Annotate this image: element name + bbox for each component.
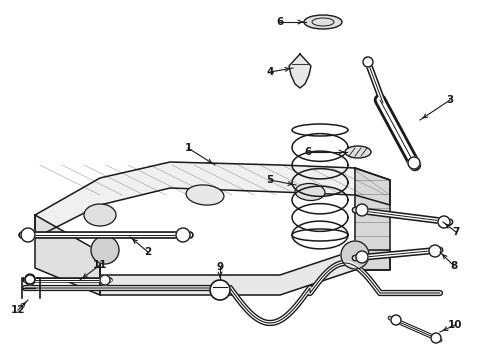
- Ellipse shape: [304, 15, 342, 29]
- Circle shape: [391, 315, 401, 325]
- Circle shape: [438, 216, 450, 228]
- Ellipse shape: [84, 204, 116, 226]
- Text: 1: 1: [184, 143, 192, 153]
- Circle shape: [363, 57, 373, 67]
- Ellipse shape: [345, 146, 371, 158]
- Polygon shape: [35, 215, 100, 295]
- Circle shape: [25, 275, 35, 285]
- Circle shape: [100, 275, 110, 285]
- Circle shape: [431, 333, 441, 343]
- Circle shape: [176, 228, 190, 242]
- Text: 4: 4: [266, 67, 274, 77]
- Polygon shape: [100, 250, 390, 295]
- Text: 11: 11: [93, 260, 107, 270]
- Polygon shape: [35, 162, 390, 238]
- Circle shape: [356, 204, 368, 216]
- Text: 3: 3: [446, 95, 454, 105]
- Circle shape: [356, 251, 368, 263]
- Text: 10: 10: [448, 320, 462, 330]
- Circle shape: [429, 245, 441, 257]
- Text: 7: 7: [452, 227, 460, 237]
- Text: 8: 8: [450, 261, 458, 271]
- Text: 2: 2: [145, 247, 151, 257]
- Text: 6: 6: [276, 17, 284, 27]
- Text: 5: 5: [267, 175, 273, 185]
- Polygon shape: [289, 54, 311, 88]
- Text: 6: 6: [304, 147, 312, 157]
- Ellipse shape: [295, 184, 325, 201]
- Circle shape: [91, 236, 119, 264]
- Text: 9: 9: [217, 262, 223, 272]
- Ellipse shape: [186, 185, 224, 205]
- Circle shape: [25, 274, 35, 284]
- Circle shape: [408, 157, 420, 169]
- Polygon shape: [355, 168, 390, 270]
- Text: 12: 12: [11, 305, 25, 315]
- Circle shape: [341, 241, 369, 269]
- Circle shape: [210, 280, 230, 300]
- Circle shape: [21, 228, 35, 242]
